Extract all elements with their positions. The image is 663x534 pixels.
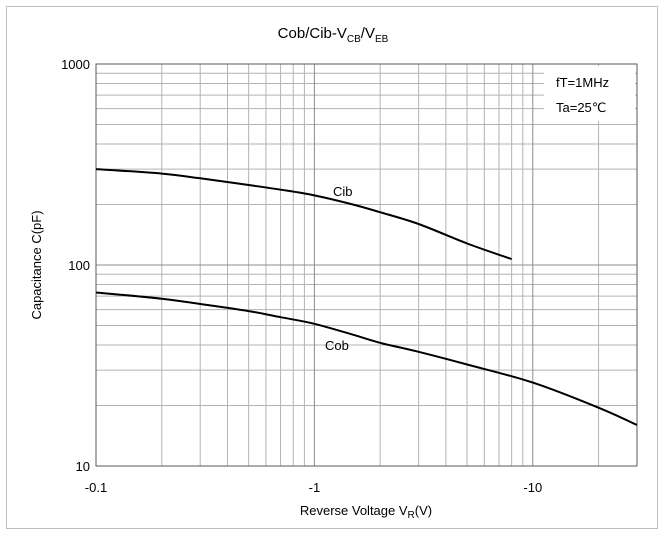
series-line-cob — [95, 291, 638, 426]
series-label-cob: Cob — [325, 338, 349, 353]
annotation-freq: fT=1MHz — [556, 75, 609, 90]
x-tick-label: -1 — [309, 480, 321, 495]
series-line-cib — [95, 168, 512, 261]
annotation-box — [544, 66, 635, 121]
series-label-cib: Cib — [333, 184, 353, 199]
series-lines — [95, 168, 638, 426]
y-tick-label: 100 — [68, 258, 90, 273]
plot-area-border — [95, 63, 638, 467]
x-tick-labels: -0.1 -1 -10 — [85, 480, 542, 495]
x-tick-label: -10 — [523, 480, 542, 495]
title-sub-cb: CB — [347, 34, 361, 45]
x-axis-label-main: Reverse Voltage V — [300, 503, 408, 518]
x-axis-label-sub: R — [408, 510, 415, 521]
y-tick-label: 1000 — [61, 57, 90, 72]
title-prefix: Cob/Cib-V — [278, 25, 347, 42]
x-axis-label-unit: (V) — [415, 503, 432, 518]
title-sub-eb: EB — [375, 34, 389, 45]
x-axis-label: Reverse Voltage VR(V) — [300, 503, 432, 521]
y-tick-label: 10 — [76, 459, 90, 474]
title-mid: /V — [361, 25, 375, 42]
annotation-temp: Ta=25℃ — [556, 100, 606, 115]
x-tick-label: -0.1 — [85, 480, 107, 495]
y-tick-labels: 10 100 1000 — [61, 57, 90, 474]
chart-title: Cob/Cib-VCB/VEB — [278, 25, 389, 45]
y-axis-label: Capacitance C(pF) — [29, 210, 44, 319]
